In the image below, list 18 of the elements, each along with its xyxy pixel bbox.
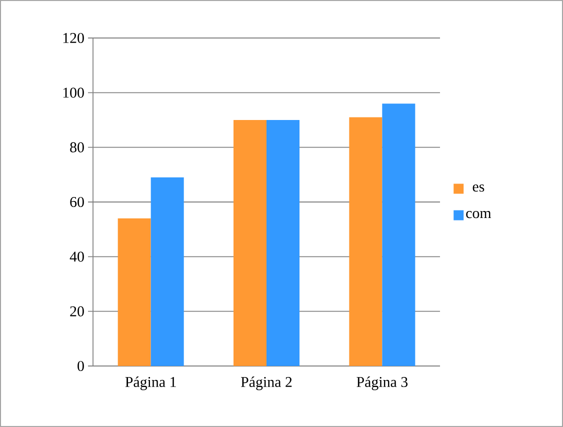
y-tick-label: 60	[70, 196, 84, 208]
bar	[150, 177, 184, 366]
bar	[234, 120, 267, 366]
x-tick-label: Página 1	[125, 376, 176, 390]
y-tick-label: 80	[70, 142, 84, 152]
x-tick-label: Página 3	[356, 376, 408, 390]
legend-label: com	[466, 211, 492, 218]
y-tick-label: 120	[63, 32, 84, 44]
legend-label: es	[472, 184, 484, 192]
bar	[382, 104, 416, 366]
y-tick-label: 0	[78, 360, 84, 372]
bar	[118, 218, 151, 366]
x-tick-label: Página 2	[241, 376, 292, 390]
y-tick-label: 20	[70, 306, 84, 316]
y-tick-label: 100	[63, 88, 84, 98]
bar	[349, 117, 382, 366]
bar	[266, 120, 300, 366]
y-tick-label: 40	[70, 252, 84, 262]
